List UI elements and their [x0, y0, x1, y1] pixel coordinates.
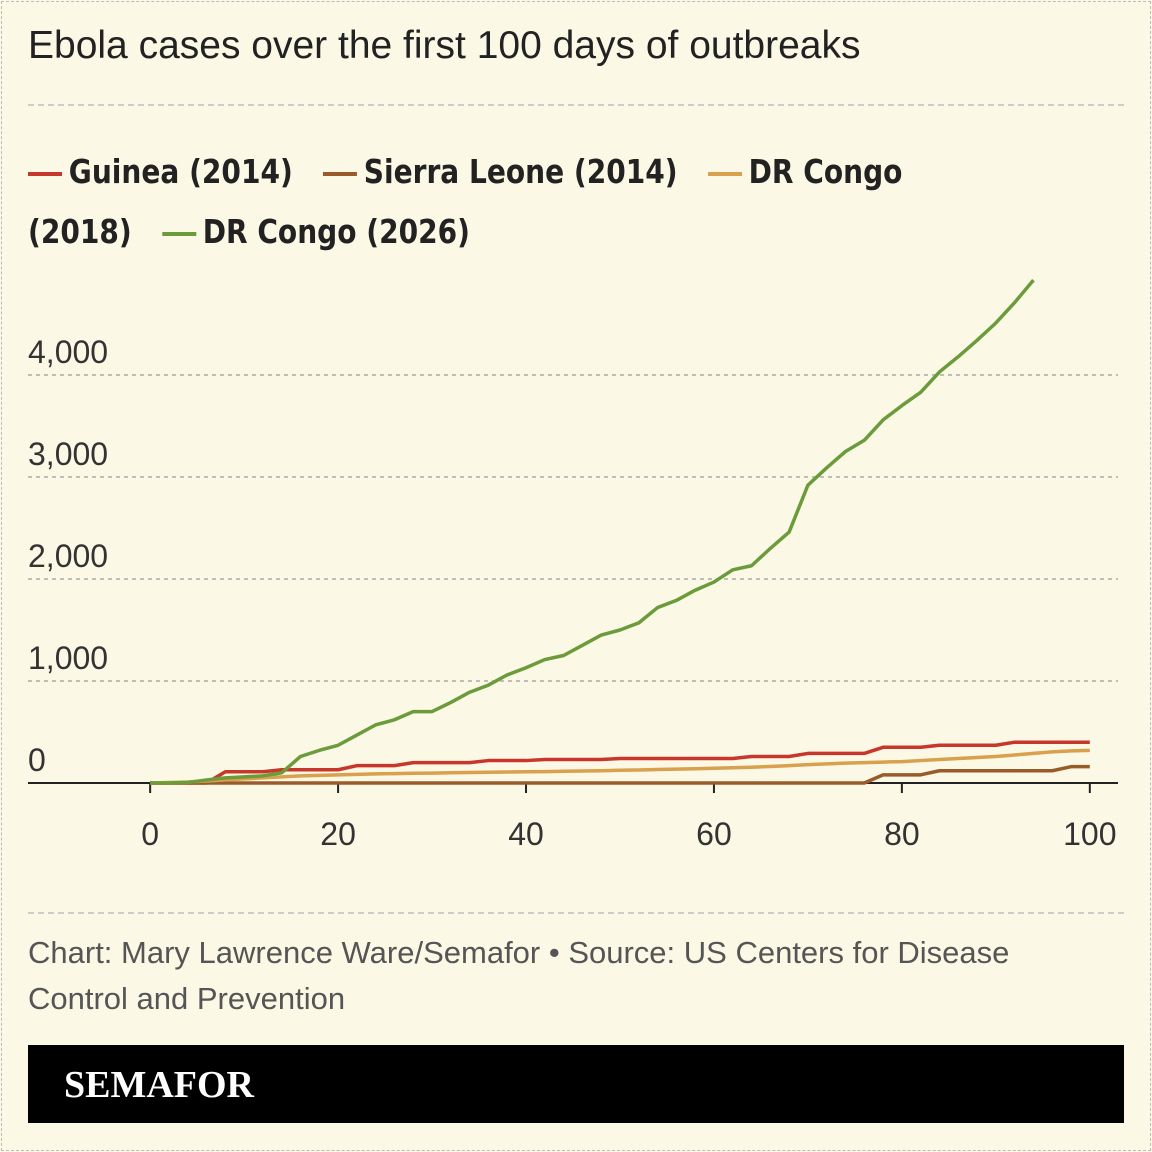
legend-item: DR Congo (2018) [28, 152, 902, 251]
x-tick-label: 0 [141, 816, 159, 852]
separator [28, 912, 1124, 914]
x-tick-label: 100 [1063, 816, 1116, 852]
legend-item: Guinea (2014) [28, 152, 293, 191]
y-tick-label: 2,000 [28, 538, 108, 574]
legend-label: DR Congo (2018) [28, 152, 903, 251]
chart-title: Ebola cases over the first 100 days of o… [28, 24, 861, 67]
legend-swatch [322, 171, 357, 176]
series-line [150, 764, 1090, 785]
y-tick-label: 1,000 [28, 640, 108, 676]
y-tick-label: 3,000 [28, 436, 108, 472]
chart: 0 1,000 2,000 3,000 4,000 0 20 40 60 80 100 [28, 279, 1118, 852]
series-line [150, 740, 1090, 785]
y-tick-label: 0 [28, 742, 46, 778]
separator [28, 104, 1124, 106]
series-line [150, 748, 1090, 785]
legend-label: DR Congo (2026) [202, 212, 470, 251]
y-tick-label: 4,000 [28, 334, 108, 370]
series-line [150, 279, 1035, 785]
x-tick-label: 20 [320, 816, 356, 852]
legend-swatch [28, 171, 62, 176]
legend: Guinea (2014) Sierra Leone (2014) DR Con… [28, 142, 980, 262]
x-tick-label: 80 [884, 816, 920, 852]
legend-label: Guinea (2014) [68, 152, 293, 191]
legend-item: Sierra Leone (2014) [322, 152, 678, 191]
legend-swatch [161, 231, 196, 236]
source-note: Chart: Mary Lawrence Ware/Semafor • Sour… [28, 935, 1010, 1016]
legend-label: Sierra Leone (2014) [363, 152, 678, 191]
x-tick-label: 40 [508, 816, 544, 852]
brand-bar: SEMAFOR [28, 1045, 1124, 1123]
legend-swatch [707, 171, 742, 176]
brand-logo: SEMAFOR [64, 1064, 254, 1106]
x-tick-label: 60 [696, 816, 732, 852]
legend-item: DR Congo (2026) [161, 212, 470, 251]
